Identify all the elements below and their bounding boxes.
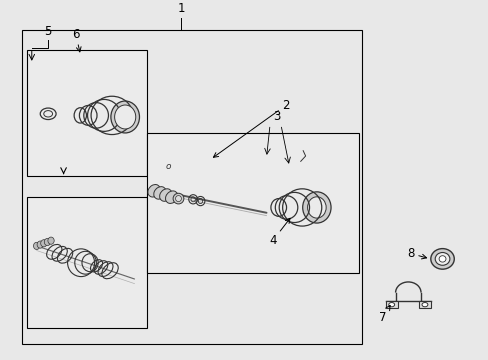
Bar [385,301,397,308]
Text: 8: 8 [407,247,426,260]
Ellipse shape [147,185,160,197]
Circle shape [421,302,427,307]
Text: 6: 6 [72,28,81,52]
Text: 3: 3 [272,110,280,123]
Ellipse shape [159,189,172,201]
Ellipse shape [111,101,139,133]
Text: 2: 2 [213,99,289,157]
Ellipse shape [34,242,40,249]
Bar [27,50,146,176]
Text: $o$: $o$ [165,162,172,171]
Ellipse shape [307,197,325,218]
Ellipse shape [48,237,54,244]
Bar [27,197,146,328]
Text: 5: 5 [44,25,52,38]
Ellipse shape [302,192,330,223]
Bar [146,133,359,273]
Ellipse shape [434,252,449,265]
Text: 4: 4 [268,218,289,247]
Ellipse shape [173,193,183,204]
Circle shape [388,302,394,307]
Ellipse shape [175,195,181,202]
Ellipse shape [430,249,453,269]
Bar [418,301,430,308]
Ellipse shape [44,238,50,246]
Ellipse shape [37,241,43,248]
Ellipse shape [114,105,136,129]
Text: 1: 1 [177,2,184,15]
Ellipse shape [41,240,47,247]
Bar [22,30,361,344]
Ellipse shape [165,191,178,203]
Ellipse shape [438,256,445,262]
Ellipse shape [153,186,166,199]
Text: 7: 7 [378,305,389,324]
